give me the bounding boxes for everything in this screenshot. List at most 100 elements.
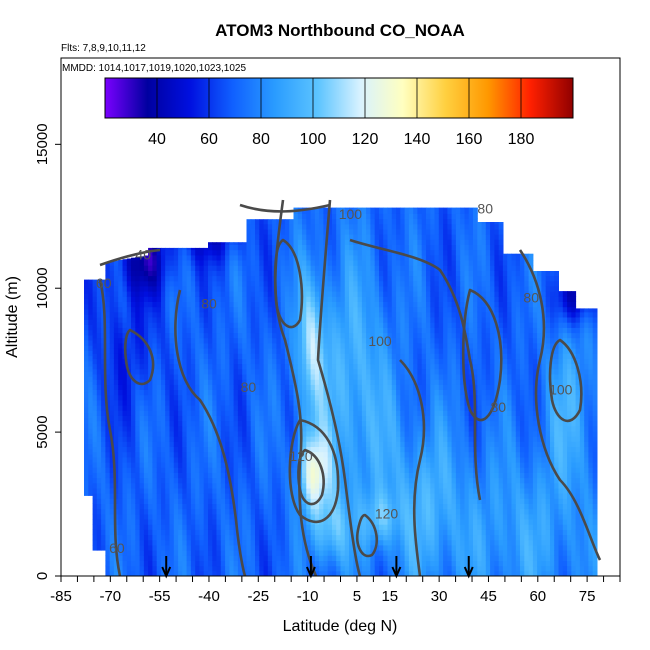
heat-cell — [118, 446, 123, 453]
heat-cell — [122, 420, 128, 427]
heat-cell — [88, 479, 94, 486]
heat-cell — [302, 389, 307, 396]
heat-cell — [263, 565, 269, 572]
heat-cell — [203, 529, 209, 536]
heat-cell — [203, 399, 209, 406]
heat-cell — [391, 270, 397, 277]
heat-cell — [92, 410, 98, 416]
heat-cell — [302, 317, 307, 323]
heat-cell — [237, 317, 243, 323]
heat-cell — [169, 565, 175, 572]
heat-cell — [263, 405, 269, 411]
heat-cell — [237, 425, 243, 432]
heat-cell — [135, 363, 141, 370]
heat-cell — [242, 374, 247, 380]
heat-cell — [225, 544, 230, 551]
heat-cell — [280, 425, 286, 432]
heat-cell — [148, 446, 153, 453]
heat-cell — [259, 410, 265, 416]
heat-cell — [139, 560, 145, 567]
heat-cell — [310, 332, 316, 339]
heat-cell — [332, 477, 337, 484]
heat-cell — [387, 503, 393, 510]
heat-cell — [323, 337, 329, 344]
heat-cell — [370, 570, 376, 576]
heat-cell — [246, 519, 252, 525]
heat-cell — [284, 394, 290, 401]
heat-cell — [327, 265, 333, 271]
heat-cell — [344, 374, 350, 380]
heat-cell — [148, 472, 153, 479]
heat-cell — [353, 493, 359, 499]
heat-cell — [387, 296, 393, 302]
heat-cell — [246, 441, 252, 447]
heat-cell — [306, 477, 312, 484]
heat-cell — [259, 234, 265, 240]
heat-cell — [92, 446, 98, 453]
heat-cell — [199, 467, 205, 473]
heat-cell — [374, 498, 380, 504]
heat-cell — [113, 285, 119, 292]
heat-cell — [109, 399, 115, 406]
heat-cell — [400, 550, 406, 556]
heat-cell — [173, 405, 179, 411]
heat-cell — [169, 415, 175, 422]
heat-cell — [289, 327, 294, 334]
heat-cell — [165, 498, 170, 504]
heat-cell — [293, 234, 299, 240]
heat-cell — [404, 560, 410, 567]
heat-cell — [344, 223, 350, 230]
heat-cell — [387, 405, 393, 411]
heat-cell — [314, 539, 320, 546]
heat-cell — [289, 291, 294, 297]
heat-cell — [255, 462, 260, 468]
heat-cell — [237, 399, 243, 406]
heat-cell — [92, 529, 98, 536]
heat-cell — [139, 472, 145, 479]
heat-cell — [323, 534, 329, 541]
heat-cell — [182, 348, 188, 354]
heat-cell — [156, 482, 162, 489]
heat-cell — [96, 451, 102, 458]
heat-cell — [310, 389, 316, 396]
heat-cell — [332, 285, 337, 292]
heat-cell — [366, 249, 371, 256]
heat-cell — [190, 353, 196, 359]
heat-cell — [361, 342, 367, 349]
heat-cell — [152, 322, 158, 328]
heat-cell — [327, 544, 333, 551]
heat-cell — [289, 513, 294, 520]
heat-cell — [229, 544, 235, 551]
heat-cell — [237, 332, 243, 339]
heat-cell — [391, 322, 397, 328]
heat-cell — [84, 279, 89, 284]
heat-cell — [383, 342, 388, 349]
heat-cell — [96, 317, 102, 323]
heat-cell — [349, 342, 354, 349]
heat-cell — [96, 332, 102, 339]
heat-cell — [396, 353, 401, 359]
heat-cell — [118, 436, 123, 442]
heat-cell — [289, 234, 294, 240]
heat-cell — [272, 379, 277, 385]
heat-cell — [208, 508, 213, 515]
heat-cell — [293, 524, 299, 530]
heat-cell — [139, 379, 145, 385]
heat-cell — [332, 550, 337, 556]
heat-cell — [297, 363, 303, 370]
heat-cell — [332, 306, 337, 313]
heat-cell — [327, 218, 333, 225]
heat-cell — [139, 332, 145, 339]
heat-cell — [122, 555, 128, 561]
heat-cell — [319, 213, 324, 220]
heat-cell — [344, 544, 350, 551]
heat-cell — [327, 285, 333, 292]
heat-cell — [366, 529, 371, 536]
heat-cell — [135, 570, 141, 576]
heat-cell — [96, 327, 102, 334]
heat-cell — [156, 441, 162, 447]
heat-cell — [225, 379, 230, 385]
heat-cell — [387, 446, 393, 453]
heat-cell — [126, 462, 132, 468]
heat-cell — [387, 332, 393, 339]
